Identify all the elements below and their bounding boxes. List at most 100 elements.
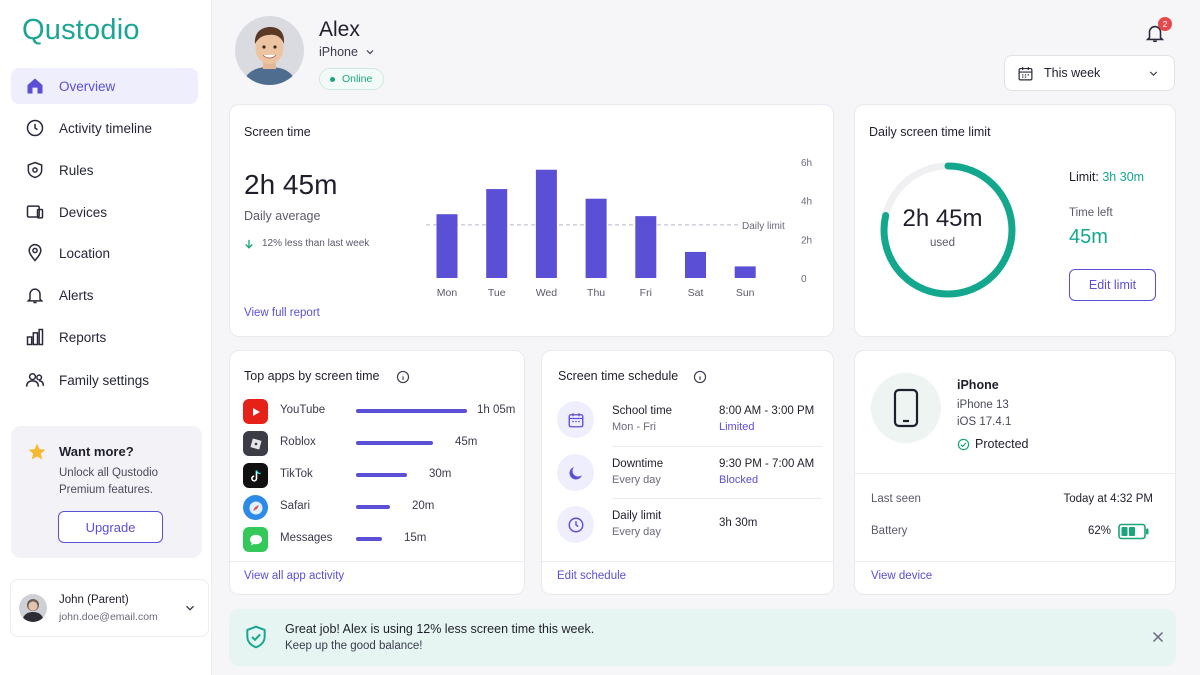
success-banner: Great job! Alex is using 12% less screen… — [229, 609, 1176, 666]
schedule-time: 9:30 PM - 7:00 AM — [719, 458, 815, 470]
app-duration: 20m — [412, 500, 435, 512]
bar-sun[interactable] — [734, 266, 756, 278]
date-range-label: This week — [1044, 66, 1101, 80]
sidebar-item-overview[interactable]: Overview — [11, 68, 198, 104]
bar-thu[interactable] — [585, 198, 607, 278]
banner-message: Great job! Alex is using 12% less screen… — [285, 622, 595, 636]
app-name: TikTok — [280, 468, 313, 480]
x-tick-label: Thu — [587, 287, 605, 299]
schedule-days: Every day — [612, 526, 661, 538]
divider — [542, 561, 833, 562]
sidebar-item-reports[interactable]: Reports — [11, 319, 198, 355]
home-icon — [27, 78, 43, 94]
device-selector[interactable]: iPhone — [319, 45, 376, 59]
usage-bar — [356, 505, 390, 509]
shield-icon — [27, 161, 43, 179]
sidebar-item-label: Rules — [59, 162, 94, 178]
schedule-days: Every day — [612, 474, 661, 486]
child-avatar — [235, 16, 304, 85]
daily-limit-label: Daily limit — [742, 221, 785, 232]
bar-fri[interactable] — [635, 216, 657, 278]
sidebar: Qustodio Overview Activity timeline Rule… — [0, 0, 212, 675]
divider — [230, 561, 524, 562]
battery-outline — [1118, 523, 1146, 540]
devices-icon — [26, 205, 44, 219]
schedule-time: 8:00 AM - 3:00 PM — [719, 405, 815, 417]
calendar-icon — [1018, 66, 1033, 80]
device-name: iPhone — [957, 378, 999, 392]
schedule-name: School time — [612, 405, 673, 417]
close-icon[interactable] — [1152, 631, 1164, 643]
list-item[interactable]: TikTok 30m — [243, 463, 523, 488]
schedule-status: Blocked — [719, 474, 759, 486]
card-title: Daily screen time limit — [869, 125, 991, 139]
last-seen-label: Last seen — [871, 493, 921, 505]
edit-schedule-link[interactable]: Edit schedule — [557, 570, 627, 582]
sidebar-item-devices[interactable]: Devices — [11, 194, 198, 230]
schedule-status: Limited — [719, 421, 755, 433]
info-icon[interactable] — [693, 370, 707, 384]
user-account-menu[interactable]: John (Parent) john.doe@email.com — [10, 579, 209, 637]
sidebar-item-label: Location — [59, 245, 111, 261]
view-all-app-activity-link[interactable]: View all app activity — [244, 570, 345, 582]
limit-value: 3h 30m — [1102, 170, 1145, 184]
bar-mon[interactable] — [436, 214, 458, 278]
divider — [612, 446, 822, 447]
card-title: Screen time schedule — [558, 369, 679, 383]
ring-progress — [880, 162, 1016, 298]
divider — [855, 473, 1175, 474]
sidebar-item-label: Family settings — [59, 372, 150, 388]
bar-wed[interactable] — [535, 169, 557, 278]
sidebar-item-location[interactable]: Location — [11, 235, 198, 271]
list-item[interactable]: Roblox 45m — [243, 431, 523, 456]
safari-icon — [243, 495, 268, 520]
chevron-down-icon — [366, 50, 374, 55]
schedule-name: Downtime — [612, 458, 664, 470]
sidebar-item-rules[interactable]: Rules — [11, 152, 198, 188]
youtube-icon — [243, 399, 268, 424]
protection-status: Protected — [957, 437, 1029, 451]
list-item[interactable]: YouTube 1h 05m — [243, 399, 523, 424]
usage-bar — [356, 473, 407, 477]
schedule-days: Mon - Fri — [612, 421, 656, 433]
list-item[interactable]: Safari 20m — [243, 495, 523, 520]
limit-line: Limit: 3h 30m — [1069, 170, 1144, 184]
app-duration: 1h 05m — [477, 404, 516, 416]
x-tick-label: Mon — [437, 287, 458, 299]
date-range-select[interactable]: This week — [1004, 55, 1175, 91]
device-card: iPhone iPhone 13 iOS 17.4.1 Protected La… — [854, 350, 1176, 595]
protection-status-label: Protected — [975, 437, 1029, 451]
premium-promo: Want more? Unlock all Qustodio Premium f… — [11, 426, 202, 558]
screen-time-label: Daily average — [244, 209, 321, 223]
limit-progress-ring — [880, 162, 1016, 298]
bar-tue[interactable] — [486, 189, 508, 278]
brand-logo[interactable]: Qustodio — [22, 14, 140, 46]
list-item[interactable]: Messages 15m — [243, 527, 523, 552]
edit-limit-button[interactable]: Edit limit — [1069, 269, 1156, 301]
child-name: Alex — [319, 18, 360, 41]
sidebar-item-label: Reports — [59, 329, 107, 345]
info-icon[interactable] — [396, 370, 410, 384]
phone-icon — [893, 388, 919, 428]
battery-label: Battery — [871, 525, 908, 537]
sidebar-item-alerts[interactable]: Alerts — [11, 277, 198, 313]
app-name: Safari — [280, 500, 311, 512]
arrow-down-icon — [245, 239, 253, 249]
upgrade-button[interactable]: Upgrade — [58, 511, 163, 543]
status-badge: Online — [319, 68, 385, 90]
sidebar-item-activity-timeline[interactable]: Activity timeline — [11, 110, 198, 146]
view-full-report-link[interactable]: View full report — [244, 307, 320, 319]
battery-segment — [1121, 527, 1128, 536]
usage-bar — [356, 409, 467, 413]
card-title: Top apps by screen time — [244, 369, 380, 383]
app-name: Roblox — [280, 436, 316, 448]
trend-text: 12% less than last week — [262, 238, 370, 249]
used-value: 2h 45m — [902, 205, 983, 232]
app-duration: 45m — [455, 436, 478, 448]
notifications-bell-icon[interactable] — [1144, 22, 1166, 44]
trend-indicator: 12% less than last week — [244, 238, 369, 249]
view-device-link[interactable]: View device — [871, 570, 933, 582]
sidebar-item-family-settings[interactable]: Family settings — [11, 362, 198, 398]
bar-sat[interactable] — [685, 251, 706, 278]
sidebar-item-label: Overview — [59, 78, 116, 94]
